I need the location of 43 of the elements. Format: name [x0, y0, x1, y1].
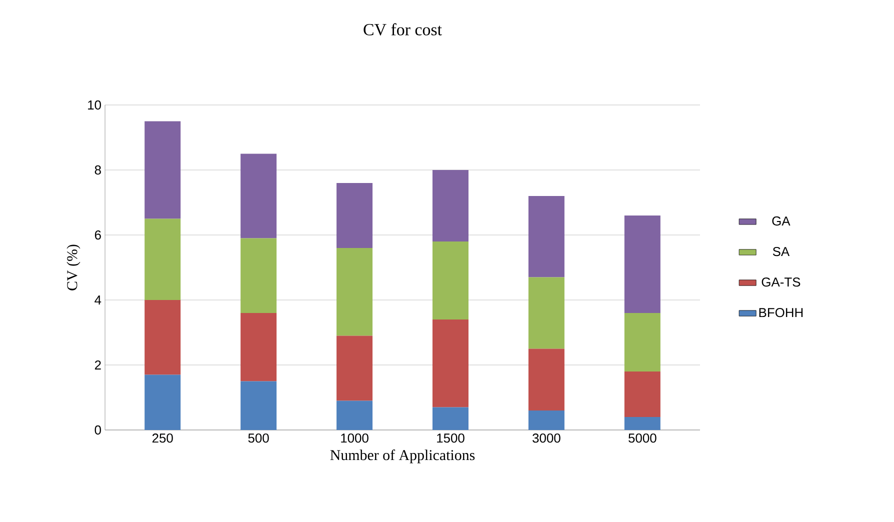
legend-label: GA: [772, 216, 790, 226]
bar: [240, 238, 277, 313]
x-tick-label: 3000: [532, 434, 560, 443]
bar: [624, 371, 660, 417]
bar: [528, 348, 564, 410]
y-tick-label: 0: [94, 425, 101, 435]
bar: [528, 277, 564, 349]
x-tick-label: 5000: [628, 434, 656, 443]
bar: [336, 400, 373, 430]
bar: [144, 218, 181, 300]
bar: [240, 312, 277, 382]
y-tick-label: 10: [88, 100, 101, 110]
legend-label: BFOHH: [759, 308, 803, 318]
bar: [240, 154, 277, 238]
x-tick-label: 250: [152, 434, 173, 443]
bar: [432, 319, 468, 408]
bar: [144, 374, 181, 430]
bar: [624, 416, 660, 430]
bar: [432, 170, 468, 242]
y-axis-title: CV (%): [66, 244, 80, 290]
bar: [336, 336, 373, 401]
bar: [144, 121, 181, 219]
y-tick-label: 6: [94, 230, 101, 240]
bar: [432, 407, 468, 430]
bar: [336, 248, 373, 336]
legend-label: SA: [772, 246, 790, 256]
y-tick-label: 4: [94, 296, 102, 304]
x-axis-title: Number of Applications: [330, 450, 475, 464]
legend-label: GA-TS: [762, 277, 800, 287]
chart-title: CV for cost: [364, 23, 442, 36]
bar: [144, 300, 181, 375]
bar: [528, 410, 564, 430]
bar: [240, 381, 277, 430]
bar: [336, 182, 373, 248]
bar: [624, 215, 660, 313]
y-tick-label: 8: [94, 165, 101, 175]
bar: [624, 312, 660, 372]
x-tick-label: 1000: [341, 434, 368, 443]
bar: [528, 196, 564, 278]
y-tick-label: 2: [94, 360, 101, 370]
x-tick-label: 1500: [437, 434, 464, 443]
x-tick-label: 500: [248, 434, 269, 443]
bar: [432, 241, 468, 320]
